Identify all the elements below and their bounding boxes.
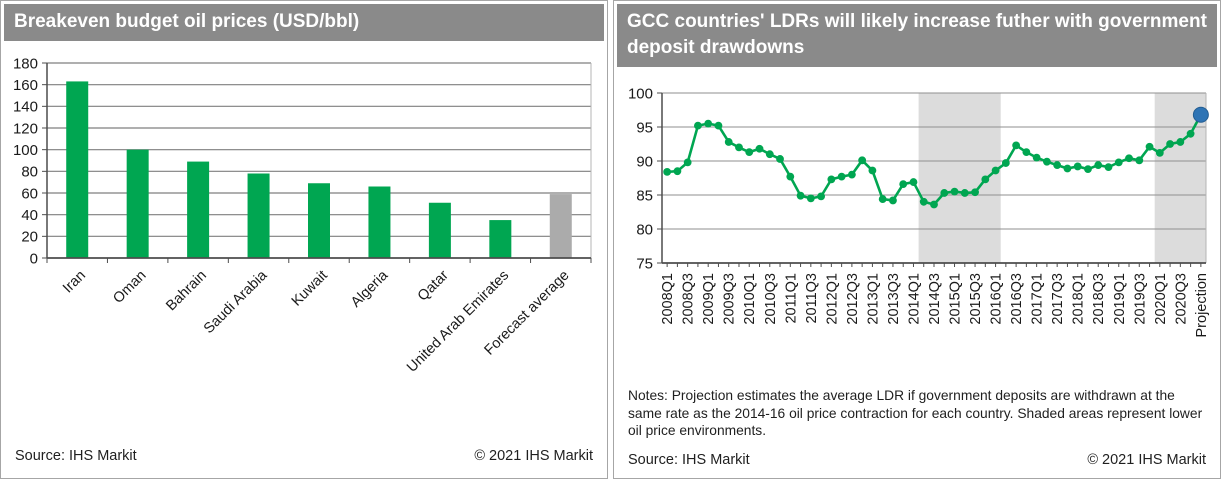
svg-text:2012Q1: 2012Q1 [824, 273, 840, 325]
right-footer: Source: IHS Markit © 2021 IHS Markit [628, 452, 1206, 468]
svg-text:2009Q1: 2009Q1 [701, 273, 717, 325]
svg-text:60: 60 [21, 185, 38, 202]
gcc-ldr-panel: GCC countries' LDRs will likely increase… [613, 0, 1221, 479]
svg-text:2010Q1: 2010Q1 [742, 273, 758, 325]
svg-text:100: 100 [628, 85, 653, 102]
svg-text:Algeria: Algeria [348, 267, 392, 311]
svg-text:2008Q3: 2008Q3 [681, 273, 697, 325]
svg-text:2008Q1: 2008Q1 [660, 273, 676, 325]
svg-text:2017Q1: 2017Q1 [1030, 273, 1046, 325]
svg-text:2017Q3: 2017Q3 [1050, 273, 1066, 325]
svg-text:Oman: Oman [110, 268, 149, 307]
svg-text:2018Q3: 2018Q3 [1091, 273, 1107, 325]
svg-text:Qatar: Qatar [415, 267, 452, 304]
svg-text:2011Q3: 2011Q3 [804, 273, 820, 324]
svg-text:2010Q3: 2010Q3 [763, 273, 779, 325]
svg-text:2020Q3: 2020Q3 [1173, 273, 1189, 325]
ldr-line-chart: 75 80 85 90 95 100 2008Q1 2008Q3 2009Q1 2009Q3 201… [618, 67, 1216, 367]
svg-text:2019Q3: 2019Q3 [1132, 273, 1148, 325]
left-footer: Source: IHS Markit © 2021 IHS Markit [15, 448, 593, 464]
svg-text:85: 85 [636, 187, 653, 204]
breakeven-bar-chart: 0 20 40 60 80 100 120 140 160 180 Iran Oman Bahrain S… [5, 47, 603, 407]
svg-text:2011Q1: 2011Q1 [783, 273, 799, 324]
svg-text:180: 180 [13, 55, 38, 72]
right-source-text: Source: IHS Markit [628, 452, 750, 468]
svg-text:100: 100 [13, 142, 38, 159]
right-chart-title: GCC countries' LDRs will likely increase… [617, 4, 1217, 67]
chart-notes: Notes: Projection estimates the average … [628, 388, 1203, 439]
svg-text:2014Q3: 2014Q3 [927, 273, 943, 325]
right-copyright-text: © 2021 IHS Markit [1087, 452, 1206, 468]
svg-text:Bahrain: Bahrain [163, 268, 210, 315]
svg-text:80: 80 [636, 221, 653, 238]
svg-text:40: 40 [21, 207, 38, 224]
svg-text:United Arab Emirates: United Arab Emirates [404, 268, 512, 376]
svg-text:160: 160 [13, 77, 38, 94]
left-source-text: Source: IHS Markit [15, 448, 137, 464]
svg-text:20: 20 [21, 229, 38, 246]
svg-text:Projection: Projection [1194, 273, 1210, 337]
breakeven-oil-prices-panel: Breakeven budget oil prices (USD/bbl) 0 2… [0, 0, 608, 479]
svg-text:140: 140 [13, 99, 38, 116]
svg-text:2019Q1: 2019Q1 [1112, 273, 1128, 325]
svg-text:Saudi Arabia: Saudi Arabia [201, 267, 271, 337]
svg-text:0: 0 [30, 250, 38, 267]
svg-text:2009Q3: 2009Q3 [722, 273, 738, 325]
svg-text:2020Q1: 2020Q1 [1153, 273, 1169, 325]
svg-text:2012Q3: 2012Q3 [845, 273, 861, 325]
svg-text:75: 75 [636, 255, 653, 272]
svg-text:90: 90 [636, 153, 653, 170]
svg-text:95: 95 [636, 119, 653, 136]
svg-text:2015Q3: 2015Q3 [968, 273, 984, 325]
left-chart-title: Breakeven budget oil prices (USD/bbl) [4, 4, 604, 41]
svg-text:120: 120 [13, 120, 38, 137]
svg-text:2014Q1: 2014Q1 [906, 273, 922, 325]
svg-text:2016Q1: 2016Q1 [989, 273, 1005, 325]
svg-text:2015Q1: 2015Q1 [948, 273, 964, 325]
svg-text:Iran: Iran [60, 268, 89, 297]
svg-text:2013Q3: 2013Q3 [886, 273, 902, 325]
svg-text:Kuwait: Kuwait [289, 268, 331, 310]
svg-text:80: 80 [21, 164, 38, 181]
left-copyright-text: © 2021 IHS Markit [474, 448, 593, 464]
svg-text:2018Q1: 2018Q1 [1071, 273, 1087, 325]
svg-text:2013Q1: 2013Q1 [865, 273, 881, 325]
svg-text:2016Q3: 2016Q3 [1009, 273, 1025, 325]
